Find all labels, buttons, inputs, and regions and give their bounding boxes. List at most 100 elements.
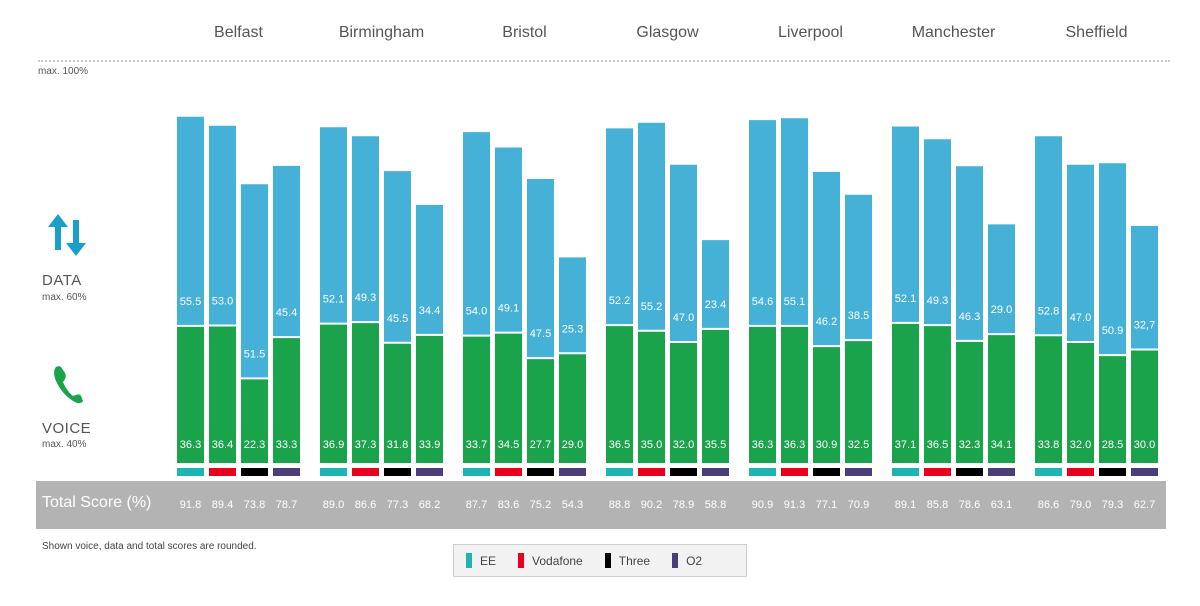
operator-swatch-liverpool-o2 (845, 468, 872, 476)
data-label-birmingham-vodafone: 49.3 (355, 292, 376, 304)
legend-swatch-ee (466, 553, 472, 568)
data-bar-sheffield-ee (1035, 136, 1062, 335)
data-label-liverpool-vodafone: 55.1 (784, 296, 805, 308)
data-bar-birmingham-vodafone (352, 136, 379, 322)
total-value-birmingham-o2: 68.2 (418, 499, 441, 511)
data-label-belfast-ee: 55.5 (180, 296, 201, 308)
phone-icon (54, 366, 83, 404)
operator-swatch-birmingham-three (384, 468, 411, 476)
operator-swatch-sheffield-o2 (1131, 468, 1158, 476)
total-value-glasgow-vodafone: 90.2 (640, 499, 663, 511)
total-value-glasgow-ee: 88.8 (608, 499, 631, 511)
data-label-birmingham-ee: 52.1 (323, 294, 344, 306)
total-value-birmingham-vodafone: 86.6 (354, 499, 377, 511)
total-value-manchester-three: 78.6 (958, 499, 981, 511)
total-value-manchester-ee: 89.1 (894, 499, 917, 511)
legend-item-o2: O2 (672, 553, 702, 568)
total-score-band (36, 481, 1166, 529)
data-bar-manchester-vodafone (924, 139, 951, 325)
legend: EE Vodafone Three O2 (453, 544, 747, 577)
data-label-liverpool-three: 46.2 (816, 316, 837, 328)
operator-swatch-bristol-three (527, 468, 554, 476)
voice-bar-glasgow-o2 (702, 329, 729, 463)
data-label-bristol-vodafone: 49.1 (498, 303, 519, 315)
data-bar-liverpool-three (813, 171, 840, 346)
operator-swatch-bristol-vodafone (495, 468, 522, 476)
voice-label-sheffield-o2: 30.0 (1134, 439, 1155, 451)
city-label-sheffield: Sheffield (1065, 24, 1128, 41)
operator-swatch-liverpool-three (813, 468, 840, 476)
data-bar-sheffield-o2 (1131, 225, 1158, 349)
total-value-belfast-three: 73.8 (243, 499, 266, 511)
total-value-liverpool-ee: 90.9 (751, 499, 774, 511)
voice-label-bristol-vodafone: 34.5 (498, 439, 519, 451)
operator-swatch-manchester-three (956, 468, 983, 476)
operator-swatch-belfast-vodafone (209, 468, 236, 476)
operator-swatch-manchester-vodafone (924, 468, 951, 476)
operator-swatch-manchester-o2 (988, 468, 1015, 476)
data-bar-birmingham-three (384, 171, 411, 342)
data-bar-liverpool-o2 (845, 194, 872, 340)
legend-item-vodafone: Vodafone (518, 553, 583, 568)
data-label-liverpool-ee: 54.6 (752, 296, 773, 308)
data-label-sheffield-three: 50.9 (1102, 325, 1123, 337)
data-bar-liverpool-ee (749, 120, 776, 325)
max-total-label: max. 100% (38, 66, 89, 77)
voice-label-sheffield-three: 28.5 (1102, 439, 1123, 451)
total-value-manchester-o2: 63.1 (990, 499, 1013, 511)
operator-swatch-birmingham-o2 (416, 468, 443, 476)
operator-swatch-bristol-ee (463, 468, 490, 476)
legend-item-ee: EE (466, 553, 496, 568)
up-down-arrows-icon (48, 214, 86, 256)
voice-label-manchester-three: 32.3 (959, 439, 980, 451)
data-label-bristol-ee: 54.0 (466, 306, 487, 318)
data-label-glasgow-vodafone: 55.2 (641, 301, 662, 313)
voice-bar-bristol-o2 (559, 354, 586, 463)
voice-bar-birmingham-o2 (416, 335, 443, 463)
total-value-glasgow-three: 78.9 (672, 499, 695, 511)
data-label-sheffield-ee: 52.8 (1038, 305, 1059, 317)
data-bar-manchester-three (956, 166, 983, 340)
city-label-bristol: Bristol (502, 24, 547, 41)
operator-swatch-manchester-ee (892, 468, 919, 476)
total-value-bristol-ee: 87.7 (465, 499, 488, 511)
total-value-liverpool-vodafone: 91.3 (783, 499, 806, 511)
data-label-bristol-three: 47.5 (530, 328, 551, 340)
voice-label-manchester-o2: 34.1 (991, 439, 1012, 451)
voice-bar-belfast-ee (177, 326, 204, 463)
voice-bar-manchester-three (956, 341, 983, 463)
data-label-manchester-o2: 29.0 (991, 304, 1012, 316)
data-bar-liverpool-vodafone (781, 118, 808, 325)
voice-bar-belfast-three (241, 379, 268, 463)
voice-label-manchester-ee: 37.1 (895, 439, 916, 451)
city-label-belfast: Belfast (214, 24, 263, 41)
voice-bar-sheffield-ee (1035, 336, 1062, 463)
data-bar-glasgow-vodafone (638, 122, 665, 330)
total-value-birmingham-ee: 89.0 (322, 499, 345, 511)
voice-bar-belfast-o2 (273, 338, 300, 463)
voice-label-bristol-o2: 29.0 (562, 439, 583, 451)
data-label-belfast-vodafone: 53.0 (212, 296, 233, 308)
data-bar-manchester-ee (892, 126, 919, 322)
voice-max-label: max. 40% (42, 439, 87, 450)
voice-label-glasgow-ee: 36.5 (609, 439, 630, 451)
operator-swatch-liverpool-ee (749, 468, 776, 476)
data-bar-bristol-ee (463, 132, 490, 335)
voice-label-glasgow-three: 32.0 (673, 439, 694, 451)
data-label-glasgow-o2: 23.4 (705, 299, 726, 311)
legend-item-three: Three (604, 553, 650, 568)
data-section-title: DATA (42, 272, 82, 289)
data-bar-glasgow-three (670, 164, 697, 341)
voice-label-bristol-three: 27.7 (530, 439, 551, 451)
voice-section-title: VOICE (42, 420, 92, 437)
operator-swatch-glasgow-vodafone (638, 468, 665, 476)
voice-bar-bristol-ee (463, 336, 490, 463)
total-value-bristol-three: 75.2 (529, 499, 552, 511)
voice-bar-manchester-ee (892, 323, 919, 463)
voice-label-glasgow-vodafone: 35.0 (641, 439, 662, 451)
voice-bar-bristol-vodafone (495, 333, 522, 463)
data-bar-bristol-vodafone (495, 147, 522, 332)
data-label-birmingham-three: 45.5 (387, 313, 408, 325)
voice-label-liverpool-ee: 36.3 (752, 439, 773, 451)
